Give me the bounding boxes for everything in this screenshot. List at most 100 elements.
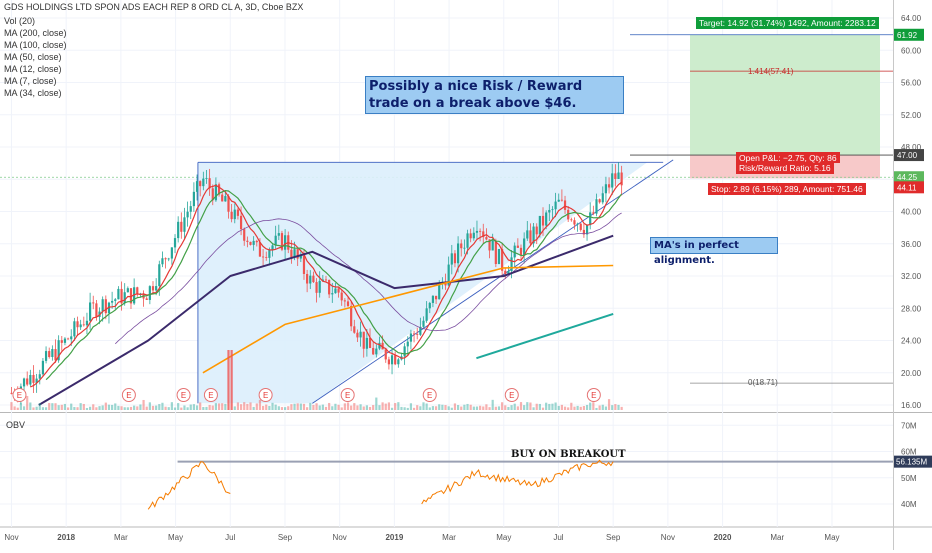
volume-bar bbox=[48, 402, 51, 410]
candle-body bbox=[601, 193, 604, 203]
candle-body bbox=[35, 378, 38, 383]
target-price-tag-bg bbox=[894, 28, 924, 41]
volume-bar bbox=[280, 407, 284, 410]
candle-body bbox=[208, 178, 211, 189]
volume-bar bbox=[507, 406, 510, 410]
candle-body bbox=[302, 255, 306, 274]
obv-y-tick-label: 60M bbox=[901, 448, 917, 457]
volume-bar bbox=[129, 406, 133, 410]
candle-body bbox=[104, 299, 107, 314]
earnings-marker-label: E bbox=[345, 391, 350, 400]
volume-bar bbox=[161, 402, 164, 410]
volume-bar bbox=[306, 407, 309, 410]
volume-bar bbox=[60, 404, 63, 410]
x-tick-label: Nov bbox=[333, 533, 347, 542]
volume-bar bbox=[214, 403, 218, 410]
volume-bar bbox=[460, 406, 463, 410]
volume-bar bbox=[145, 406, 148, 410]
candle-body bbox=[221, 194, 224, 202]
volume-bar bbox=[261, 405, 265, 410]
volume-bar bbox=[532, 407, 535, 410]
volume-bar bbox=[302, 403, 306, 410]
volume-bar bbox=[529, 402, 532, 410]
y-tick-label: 60.00 bbox=[901, 46, 922, 55]
volume-bar bbox=[258, 399, 262, 410]
volume-bar bbox=[104, 402, 107, 410]
volume-bar bbox=[501, 402, 504, 410]
volume-bar bbox=[607, 399, 611, 410]
volume-bar bbox=[337, 404, 340, 410]
x-tick-label: Mar bbox=[442, 533, 456, 542]
volume-bar bbox=[469, 404, 472, 410]
candle-body bbox=[428, 302, 431, 309]
volume-bar bbox=[44, 407, 48, 410]
volume-bar bbox=[372, 405, 375, 410]
candle-body bbox=[526, 230, 529, 239]
x-tick-label: 2019 bbox=[385, 533, 403, 542]
candle-body bbox=[372, 347, 375, 355]
candle-body bbox=[491, 240, 494, 251]
volume-bar bbox=[189, 404, 192, 410]
candle-body bbox=[51, 349, 54, 358]
volume-bar bbox=[485, 404, 488, 410]
candle-body bbox=[346, 301, 350, 306]
candle-body bbox=[431, 295, 435, 303]
candle-body bbox=[180, 221, 183, 232]
entry-price-tag-bg bbox=[894, 149, 924, 162]
candle-body bbox=[469, 233, 472, 239]
earnings-marker bbox=[504, 388, 519, 402]
stop-label: Stop: 2.89 (6.15%) 289, Amount: 751.46 bbox=[708, 183, 866, 195]
last-price-tag-bg bbox=[894, 171, 924, 184]
stop-price-tag: 44.11 bbox=[897, 183, 917, 192]
volume-bar bbox=[368, 406, 372, 410]
volume-bar bbox=[463, 404, 466, 410]
candle-body bbox=[249, 241, 252, 245]
x-tick-label: May bbox=[168, 533, 183, 542]
candle-body bbox=[375, 348, 378, 355]
candle-body bbox=[199, 181, 202, 187]
indicator-legend-item: MA (7, close) bbox=[4, 76, 57, 86]
candle-body bbox=[579, 223, 582, 230]
candle-body bbox=[535, 226, 538, 235]
candle-body bbox=[504, 270, 507, 275]
candle-body bbox=[343, 300, 346, 302]
candle-body bbox=[205, 178, 208, 179]
candle-body bbox=[438, 283, 441, 300]
volume-bar bbox=[208, 404, 211, 410]
volume-bar bbox=[519, 402, 523, 410]
volume-bar bbox=[513, 403, 516, 410]
candle-body bbox=[85, 320, 89, 326]
volume-bar bbox=[400, 406, 403, 410]
volume-bar bbox=[265, 404, 268, 410]
volume-bar bbox=[598, 405, 601, 410]
volume-bar bbox=[479, 405, 482, 410]
volume-bar bbox=[343, 403, 346, 410]
candle-body bbox=[589, 212, 592, 226]
candle-body bbox=[548, 209, 551, 213]
obv-line bbox=[421, 459, 614, 505]
candle-body bbox=[611, 173, 614, 188]
obv-last-tag: 56.135M bbox=[896, 458, 927, 467]
volume-bar bbox=[117, 405, 120, 410]
candle-body bbox=[268, 249, 271, 258]
volume-bar bbox=[284, 407, 287, 410]
volume-bar bbox=[412, 407, 416, 410]
volume-bar bbox=[545, 402, 548, 410]
volume-bar bbox=[287, 406, 290, 410]
y-tick-label: 40.00 bbox=[901, 208, 922, 217]
candle-body bbox=[76, 321, 79, 328]
volume-bar bbox=[183, 405, 186, 410]
candle-body bbox=[148, 286, 151, 300]
candle-body bbox=[10, 392, 13, 394]
open-pnl-label: Open P&L: −2.75, Qty: 86 bbox=[736, 152, 840, 163]
candle-body bbox=[32, 374, 35, 383]
volume-bar bbox=[123, 407, 126, 410]
candle-body bbox=[384, 349, 387, 360]
candle-body bbox=[123, 292, 126, 304]
volume-bar bbox=[22, 406, 26, 410]
candle-body bbox=[412, 333, 416, 335]
candle-body bbox=[551, 209, 554, 211]
volume-bar bbox=[16, 407, 19, 410]
ma-200-line bbox=[476, 312, 614, 360]
